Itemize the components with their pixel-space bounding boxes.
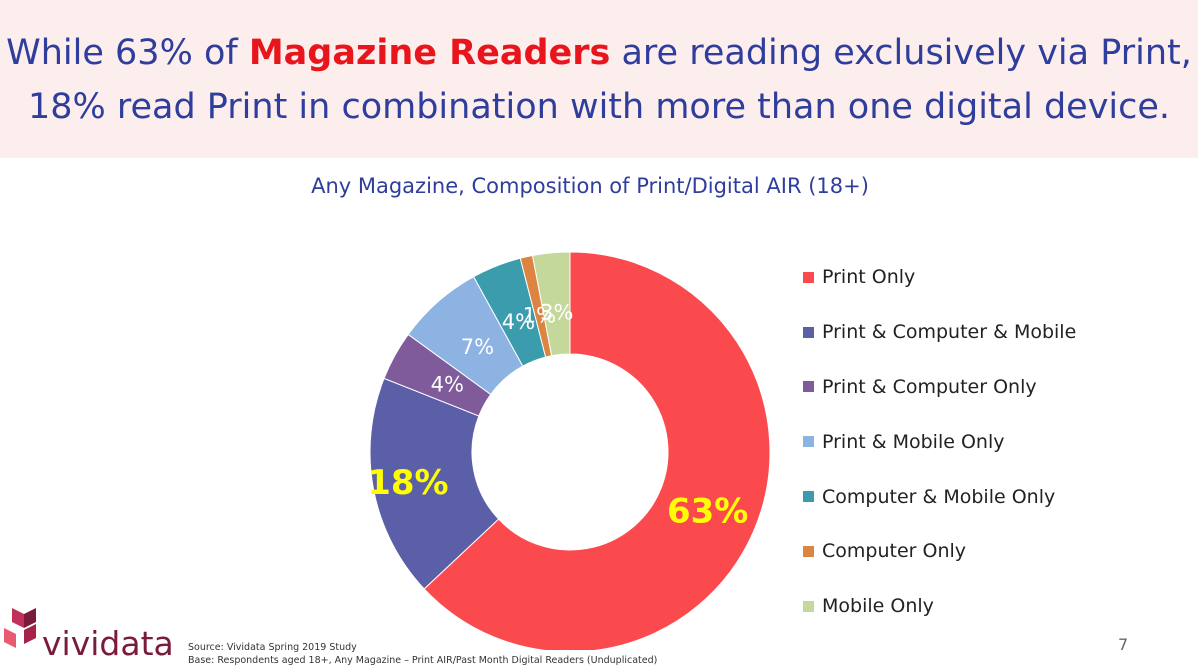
legend-item: Print & Computer Only xyxy=(803,360,1076,415)
legend-item: Print Only xyxy=(803,250,1076,305)
legend-label: Computer Only xyxy=(822,540,967,563)
headline-part2: are reading exclusively via Print, xyxy=(610,33,1192,73)
legend-label: Computer & Mobile Only xyxy=(822,485,1056,508)
legend-item: Print & Computer & Mobile xyxy=(803,305,1076,360)
headline-part1: While 63% of xyxy=(6,33,249,73)
data-label: 4% xyxy=(431,373,464,397)
footnote: Source: Vividata Spring 2019 Study Base:… xyxy=(188,641,657,667)
legend-swatch xyxy=(803,436,814,448)
headline-highlight: Magazine Readers xyxy=(248,33,611,73)
vividata-logo: vividata xyxy=(4,604,174,668)
chart-legend: Print Only Print & Computer & Mobile Print… xyxy=(803,250,1076,634)
data-label: 7% xyxy=(461,335,494,359)
legend-swatch xyxy=(803,326,814,338)
chart-title: Any Magazine, Composition of Print/Digit… xyxy=(311,174,869,198)
legend-label: Print Only xyxy=(822,266,916,289)
legend-swatch xyxy=(803,545,814,557)
data-label: 1% xyxy=(523,303,556,327)
legend-label: Print & Computer Only xyxy=(822,375,1037,398)
donut-slice xyxy=(531,251,571,357)
legend-swatch xyxy=(803,491,814,503)
logo-mark-icon xyxy=(4,608,36,648)
legend-swatch xyxy=(803,381,814,393)
source-note: Source: Vividata Spring 2019 Study xyxy=(188,642,357,653)
base-note: Base: Respondents aged 18+, Any Magazine… xyxy=(188,655,658,666)
legend-label: Print & Computer & Mobile xyxy=(822,321,1077,344)
page-number: 7 xyxy=(1118,635,1129,654)
legend-item: Mobile Only xyxy=(803,579,1076,634)
legend-swatch xyxy=(803,271,814,283)
legend-item: Print & Mobile Only xyxy=(803,414,1076,469)
donut-chart: 63%18%4%7%4%1%3% xyxy=(367,251,771,650)
data-label: 63% xyxy=(667,492,748,532)
legend-item: Computer Only xyxy=(803,524,1076,579)
legend-label: Mobile Only xyxy=(822,595,934,618)
headline-banner: While 63% of Magazine Readers are readin… xyxy=(0,0,1198,158)
donut-slice xyxy=(369,377,500,590)
headline-text: While 63% of Magazine Readers are readin… xyxy=(0,26,1198,134)
data-label: 3% xyxy=(540,301,573,325)
data-label: 4% xyxy=(502,310,535,334)
legend-label: Print & Mobile Only xyxy=(822,430,1005,453)
data-label: 18% xyxy=(367,463,448,503)
legend-swatch xyxy=(803,600,814,612)
donut-slice xyxy=(423,251,771,650)
logo-text: vividata xyxy=(42,624,174,663)
headline-line2: 18% read Print in combination with more … xyxy=(27,87,1171,127)
legend-item: Computer & Mobile Only xyxy=(803,469,1076,524)
